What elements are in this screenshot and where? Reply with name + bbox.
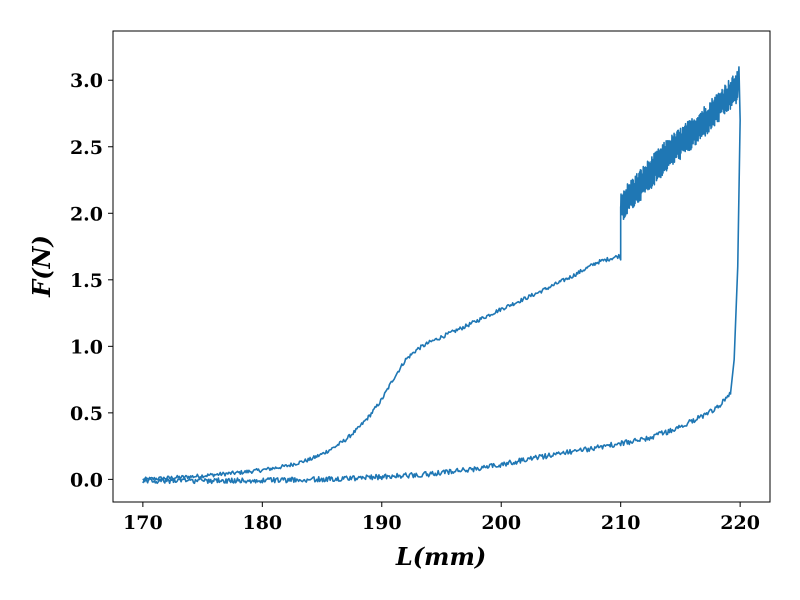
x-tick-label: 180 bbox=[242, 512, 282, 534]
x-tick-label: 220 bbox=[720, 512, 760, 534]
series-line bbox=[142, 66, 741, 485]
y-axis-label: F(N) bbox=[27, 235, 56, 298]
x-tick-label: 190 bbox=[362, 512, 402, 534]
y-tick-label: 1.0 bbox=[70, 336, 103, 358]
x-axis-label: L(mm) bbox=[395, 542, 486, 571]
x-tick-label: 200 bbox=[481, 512, 521, 534]
y-tick-label: 0.5 bbox=[70, 403, 103, 425]
y-tick-label: 2.5 bbox=[70, 137, 103, 159]
x-axis: 170 180 190 200 210 220 bbox=[123, 502, 760, 534]
y-tick-label: 1.5 bbox=[70, 270, 103, 292]
y-tick-label: 2.0 bbox=[70, 203, 103, 225]
y-axis: 0.0 0.5 1.0 1.5 2.0 2.5 3.0 bbox=[70, 70, 113, 491]
y-tick-label: 0.0 bbox=[70, 469, 103, 491]
x-tick-label: 170 bbox=[123, 512, 163, 534]
plot-frame bbox=[112, 30, 771, 503]
x-tick-label: 210 bbox=[601, 512, 641, 534]
y-tick-label: 3.0 bbox=[70, 70, 103, 92]
